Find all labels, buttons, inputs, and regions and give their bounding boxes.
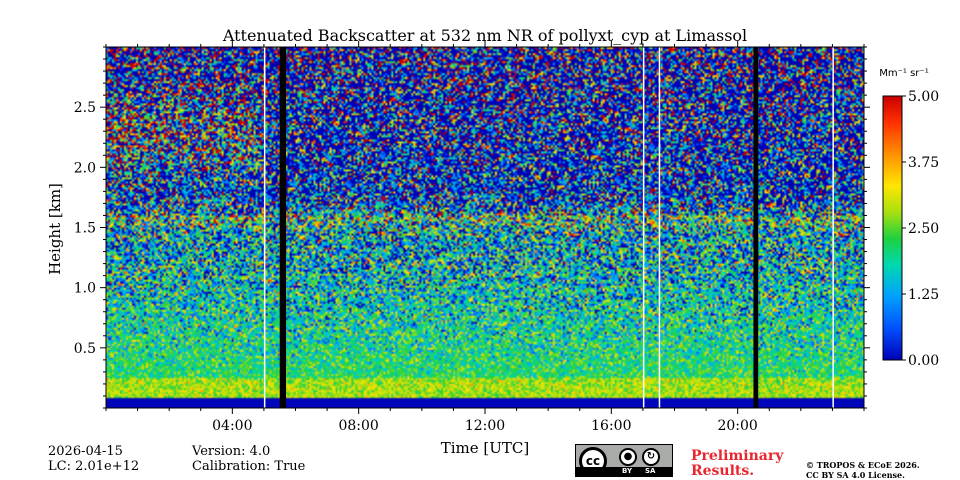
y-axis-label: Height [km] — [46, 183, 64, 275]
cc-badge-bar — [576, 467, 672, 476]
footer-lc: LC: 2.01e+12 — [48, 459, 140, 474]
preliminary-line-1: Preliminary — [691, 448, 784, 464]
y-tick-label: 1.0 — [74, 281, 96, 297]
colorbar-tick-label: 5.00 — [908, 89, 939, 105]
copyright-line-1: © TROPOS & ECoE 2026. — [806, 460, 920, 470]
x-tick-label: 20:00 — [717, 418, 757, 434]
footer-date: 2026-04-15 — [48, 444, 123, 459]
copyright-line-2: CC BY SA 4.0 License. — [806, 470, 905, 480]
y-tick-label: 1.5 — [74, 221, 96, 237]
x-tick-label: 08:00 — [338, 418, 378, 434]
y-tick-label: 2.0 — [74, 160, 96, 176]
colorbar-unit-label: Mm⁻¹ sr⁻¹ — [879, 68, 928, 79]
copyright-note: © TROPOS & ECoE 2026. CC BY SA 4.0 Licen… — [806, 460, 920, 480]
thin-data-gap — [263, 47, 266, 408]
heatmap-image — [106, 47, 864, 408]
footer-calibration: Calibration: True — [192, 459, 306, 474]
preliminary-line-2: Results. — [691, 463, 755, 479]
cc-sa-label: SA — [645, 467, 656, 475]
colorbar: Mm⁻¹ sr⁻¹ 0.00 1.25 2.50 3.75 5.00 — [879, 68, 939, 369]
thin-data-gap — [642, 47, 645, 408]
footer-version: Version: 4.0 — [192, 444, 271, 459]
colorbar-tick-label: 3.75 — [908, 155, 939, 171]
data-gap-2 — [753, 47, 759, 408]
x-axis-label: Time [UTC] — [441, 439, 530, 457]
y-axis: 0.5 1.0 1.5 2.0 2.5 — [74, 46, 870, 409]
heatmap-plot-area — [105, 46, 865, 409]
y-tick-label: 2.5 — [74, 100, 96, 116]
colorbar-gradient — [882, 95, 903, 361]
cc-by-label: BY — [622, 467, 633, 475]
cc-license-badge: cc ● ↻ BY SA — [575, 444, 673, 477]
x-tick-label: 04:00 — [212, 418, 252, 434]
thin-data-gap — [832, 47, 834, 408]
colorbar-tick-label: 2.50 — [908, 221, 939, 237]
data-gap-1 — [279, 47, 287, 408]
colorbar-ticks: 0.00 1.25 2.50 3.75 5.00 — [902, 89, 939, 369]
attribution-icon: ● — [619, 448, 637, 466]
preliminary-results-note: Preliminary Results. — [691, 449, 783, 479]
x-axis: 04:00 08:00 12:00 16:00 20:00 — [105, 41, 865, 434]
y-tick-label: 0.5 — [74, 341, 96, 357]
chart-title: Attenuated Backscatter at 532 nm NR of p… — [222, 26, 747, 45]
x-tick-label: 16:00 — [591, 418, 631, 434]
colorbar-tick-label: 1.25 — [908, 287, 939, 303]
colorbar-tick-label: 0.00 — [908, 353, 939, 369]
thin-data-gap — [658, 47, 661, 408]
x-tick-label: 12:00 — [465, 418, 505, 434]
share-alike-icon: ↻ — [642, 448, 660, 466]
